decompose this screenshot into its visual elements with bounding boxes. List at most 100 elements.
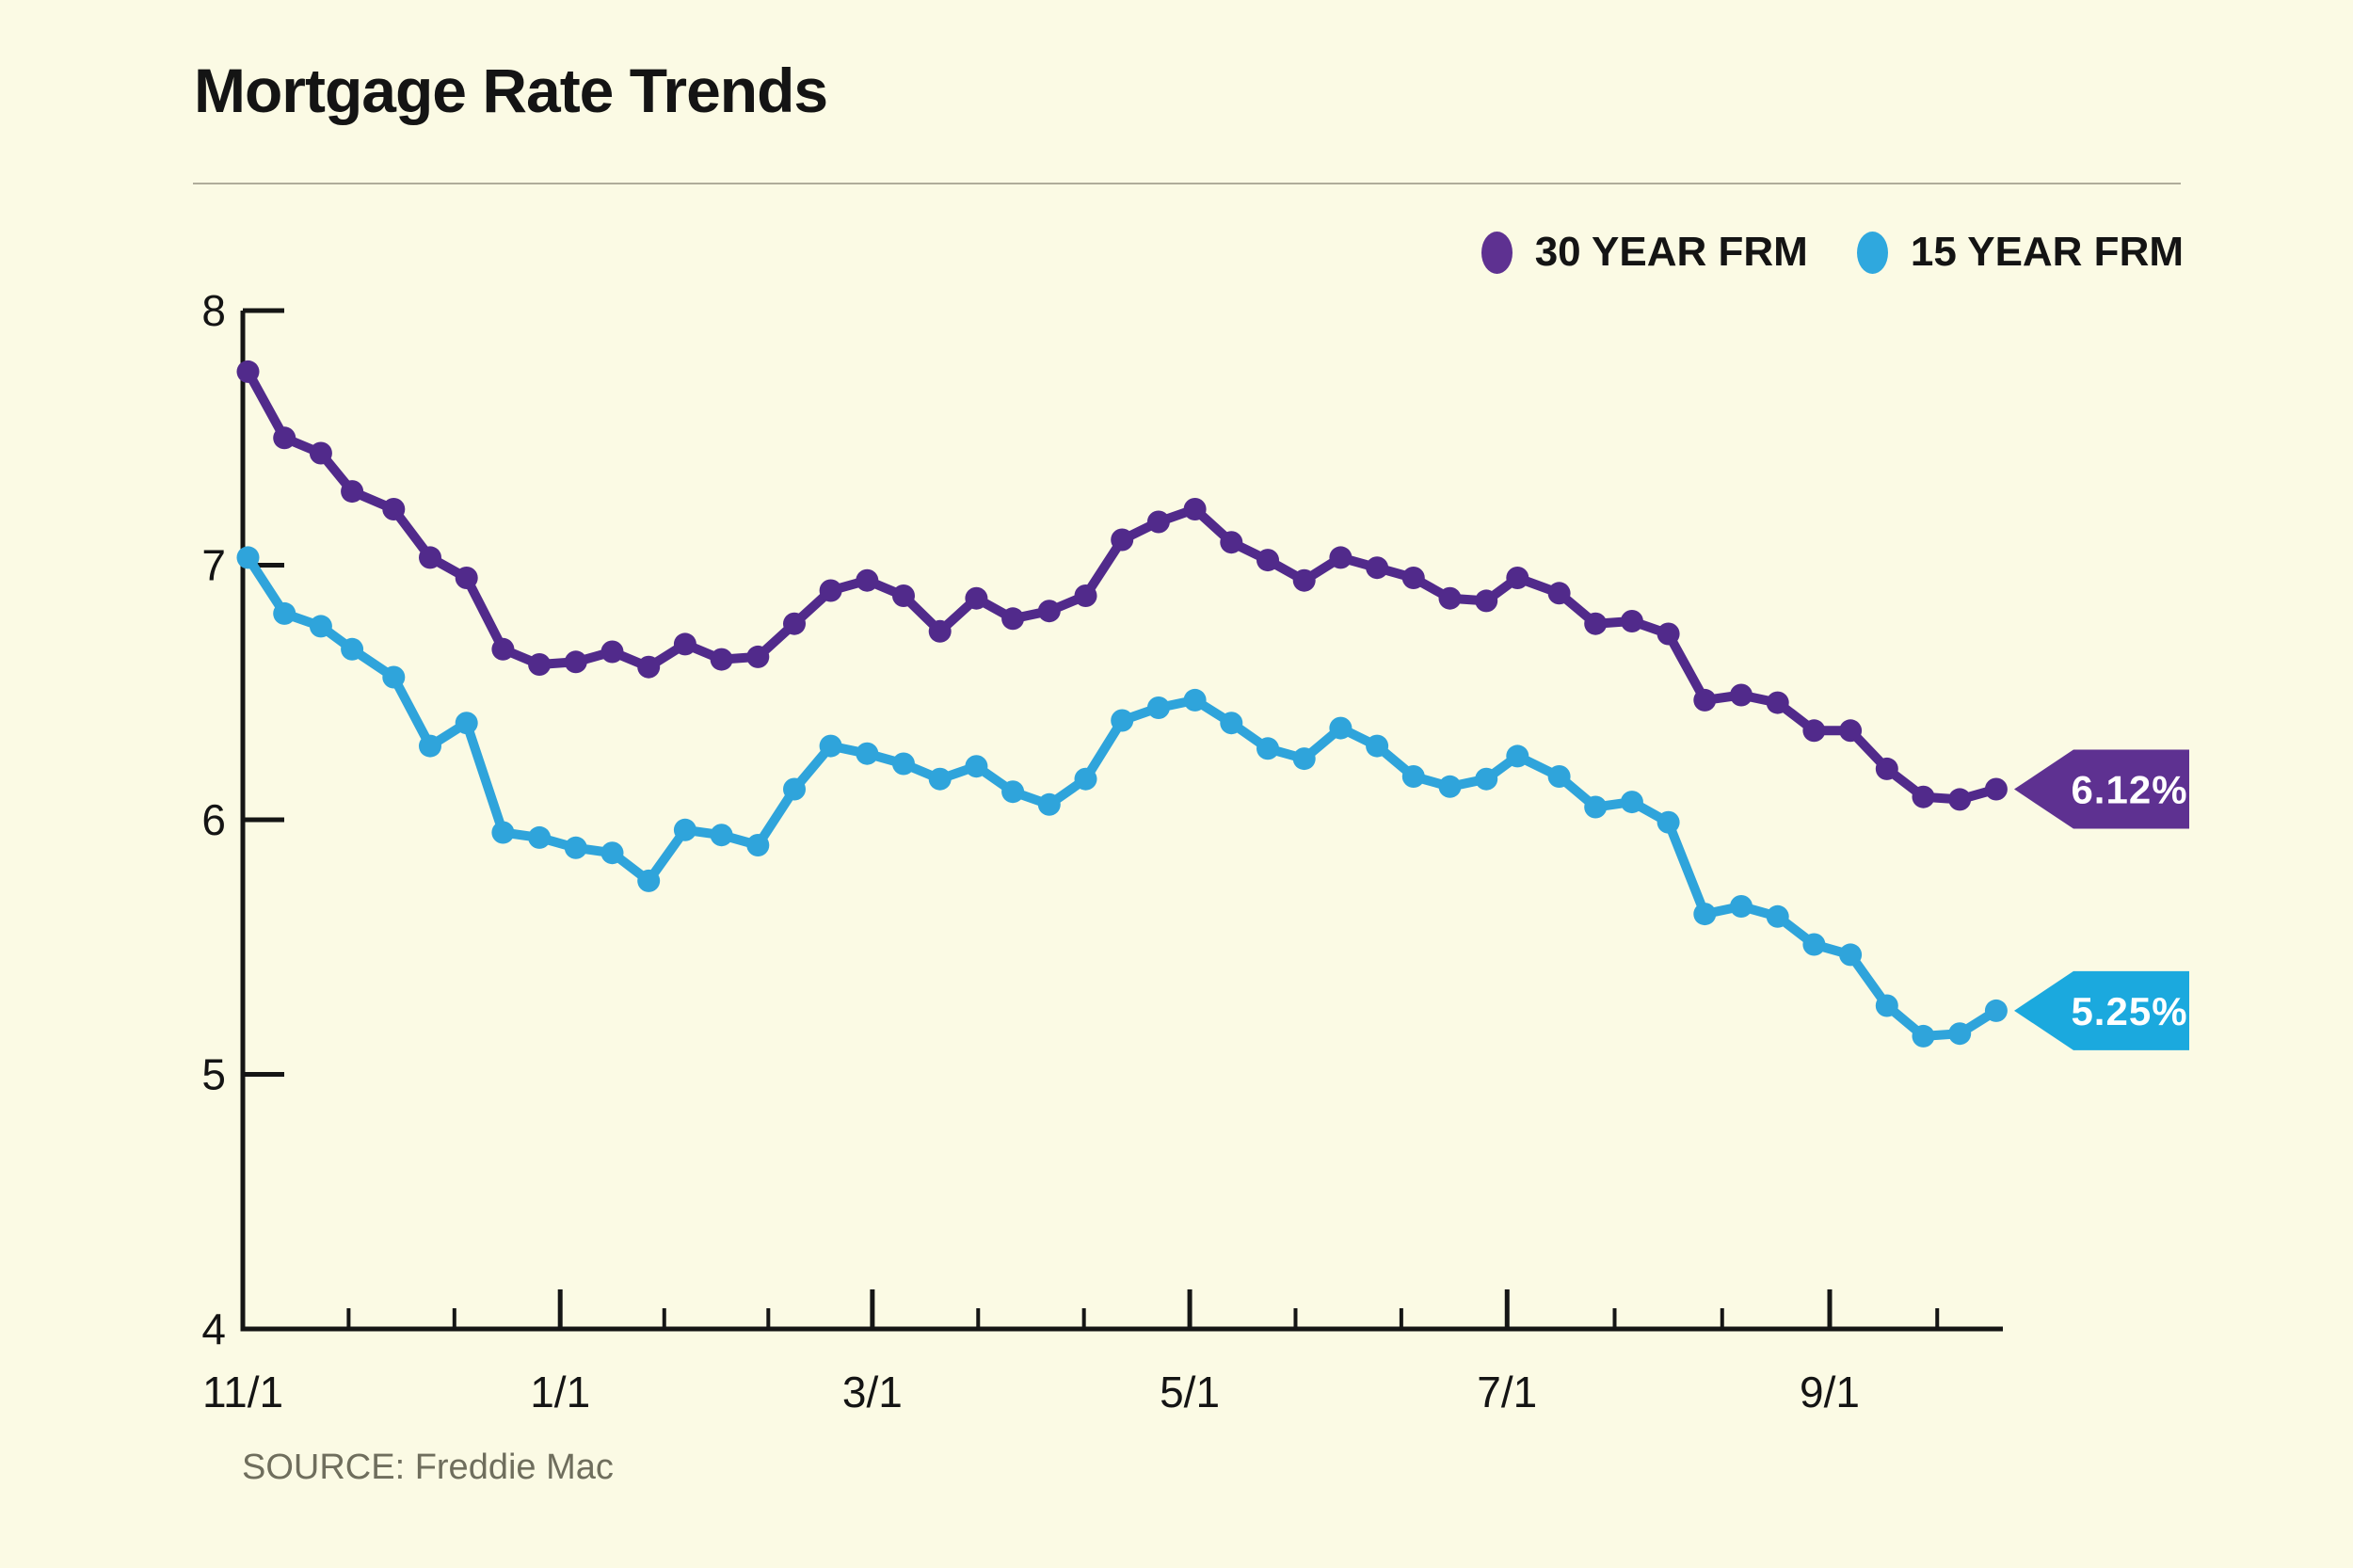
data-point [1183,498,1207,520]
data-point [1839,943,1863,967]
series-30yr [236,360,2008,811]
data-point [236,360,260,383]
data-point [1912,785,1935,808]
data-point [236,546,260,569]
data-point [1839,719,1863,743]
data-point [892,584,915,607]
data-point [1037,792,1061,816]
x-axis-ticks: 11/1 1/1 3/1 5/1 7/1 9/1 [202,1289,1940,1416]
data-point [1257,549,1279,572]
x-axis-tick-label: 1/1 [530,1368,590,1416]
data-point [491,821,515,844]
data-point [965,755,988,778]
data-point [1111,709,1134,732]
data-point [1257,737,1279,760]
data-point [528,825,552,849]
data-point [1366,556,1389,580]
data-point [1438,775,1462,798]
data-point [1366,734,1389,758]
data-point [1001,780,1025,804]
data-point [600,841,624,865]
source-credit: SOURCE: Freddie Mac [242,1448,614,1487]
data-point [455,712,478,735]
data-point [673,818,696,841]
data-point [783,612,806,635]
data-point [1146,696,1170,719]
data-point [1984,999,2008,1022]
data-point [710,648,733,671]
y-axis-tick-label: 6 [201,795,226,844]
data-point [309,615,332,638]
legend-dot-30yr-icon [1481,231,1513,274]
data-point [1984,777,2008,801]
data-point [1547,582,1571,605]
data-point [673,632,696,656]
x-axis-tick-label: 3/1 [842,1368,903,1416]
data-point [1730,895,1753,918]
data-point [1802,719,1826,743]
data-point [1146,510,1170,534]
data-point [1438,586,1462,610]
data-point [528,653,552,676]
data-point [892,752,915,776]
data-point [341,480,364,504]
data-point [1912,1024,1935,1048]
data-point [382,665,406,689]
data-point [1657,810,1680,834]
data-point [637,869,661,892]
data-point [1584,795,1608,819]
data-point [1584,612,1608,635]
data-point [419,734,441,758]
legend-label-15yr: 15 YEAR FRM [1910,229,2184,275]
y-axis-ticks: 4 5 6 7 8 [201,286,284,1353]
legend-item-30-year-frm: 30 YEAR FRM [1481,229,1808,276]
data-point [746,645,770,668]
data-point [1693,688,1717,712]
data-point [1506,744,1529,768]
data-point [1875,757,1898,780]
legend-item-15-year-frm: 15 YEAR FRM [1856,229,2184,276]
data-point [1111,528,1134,552]
data-point [273,426,296,450]
end-value-badge-label: 5.25% [2071,989,2187,1033]
data-point [1657,622,1680,646]
data-point [1766,691,1789,714]
data-point [1547,765,1571,788]
data-point [455,567,478,589]
data-point [637,655,661,679]
data-point [382,498,406,520]
data-point [1948,1022,1972,1046]
chart-legend: 30 YEAR FRM 15 YEAR FRM [1481,229,2184,276]
data-point [819,734,842,758]
data-point [1001,607,1025,631]
series-line [243,552,2001,1041]
data-point [1220,712,1243,735]
y-axis-tick-label: 8 [201,286,226,335]
y-axis-tick-label: 4 [201,1304,226,1353]
y-axis-tick-label: 7 [201,541,226,590]
data-point [419,546,441,569]
data-point [600,640,624,664]
page-title: Mortgage Rate Trends [194,56,828,125]
data-point [819,579,842,602]
data-point [1875,994,1898,1017]
data-point [1730,683,1753,707]
end-value-badge-30yr: 6.12% [2014,749,2189,829]
data-point [1329,546,1353,569]
data-point [1620,610,1643,632]
x-axis-tick-label: 9/1 [1800,1368,1860,1416]
data-point [564,650,587,674]
data-point [1292,568,1316,592]
data-point [928,767,952,791]
data-point [1037,600,1061,623]
data-point [710,824,733,847]
data-point [928,619,952,643]
data-point [1074,584,1097,607]
data-point [965,586,988,610]
legend-dot-15yr-icon [1856,231,1888,274]
data-point [273,601,296,625]
data-point [564,836,587,859]
y-axis-tick-label: 5 [201,1050,226,1099]
data-point [783,777,806,801]
data-point [1620,791,1643,814]
